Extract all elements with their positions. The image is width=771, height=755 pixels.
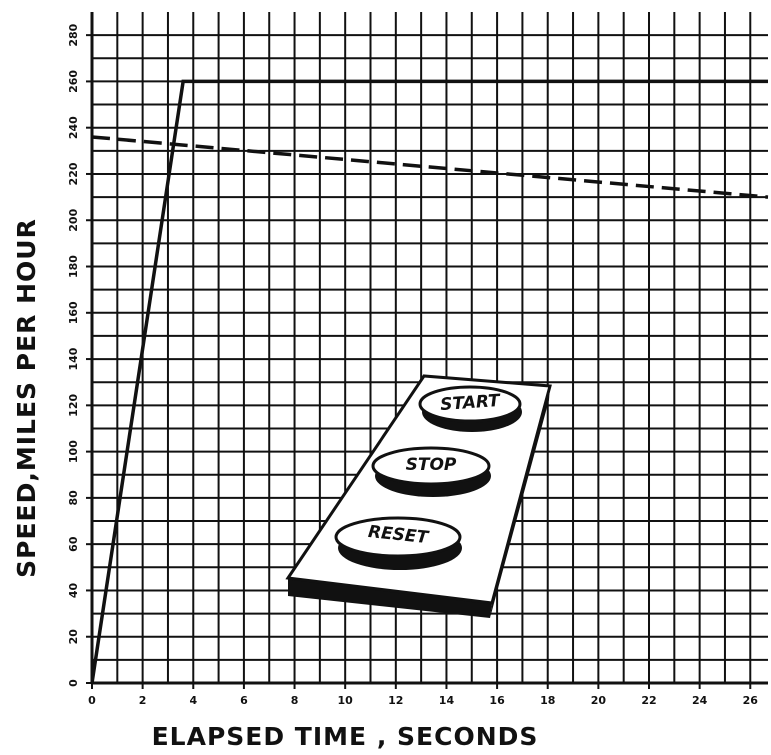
y-axis-title: SPEED,MILES PER HOUR — [12, 218, 41, 578]
y-tick-label: 220 — [67, 162, 80, 185]
x-tick-label: 10 — [338, 694, 354, 707]
x-tick-label: 6 — [240, 694, 248, 707]
x-tick-label: 24 — [692, 694, 708, 707]
button-label: START — [440, 391, 502, 415]
button-label: STOP — [406, 455, 457, 475]
x-tick-label: 18 — [540, 694, 555, 707]
x-tick-label: 2 — [139, 694, 147, 707]
y-tick-label: 100 — [67, 440, 80, 463]
chart: 0246810121416182022242602040608010012014… — [0, 0, 771, 755]
y-tick-label: 260 — [67, 70, 80, 93]
x-tick-label: 12 — [388, 694, 403, 707]
x-tick-label: 4 — [189, 694, 197, 707]
x-tick-label: 16 — [489, 694, 505, 707]
y-tick-label: 140 — [67, 347, 80, 370]
x-tick-label: 22 — [641, 694, 656, 707]
y-tick-label: 240 — [67, 116, 80, 139]
y-tick-label: 40 — [67, 582, 80, 598]
x-axis-title: ELAPSED TIME , SECONDS — [152, 722, 539, 751]
y-tick-label: 280 — [67, 23, 80, 46]
x-tick-label: 20 — [591, 694, 607, 707]
y-tick-label: 120 — [67, 394, 80, 417]
y-tick-label: 20 — [67, 629, 80, 645]
y-tick-label: 60 — [67, 536, 80, 552]
x-tick-label: 26 — [743, 694, 759, 707]
y-tick-label: 160 — [67, 301, 80, 324]
x-tick-label: 14 — [439, 694, 455, 707]
y-tick-label: 80 — [67, 490, 80, 506]
y-tick-label: 180 — [67, 255, 80, 278]
x-tick-label: 8 — [291, 694, 299, 707]
x-tick-label: 0 — [88, 694, 96, 707]
y-tick-label: 0 — [67, 679, 80, 687]
y-tick-label: 200 — [67, 208, 80, 231]
